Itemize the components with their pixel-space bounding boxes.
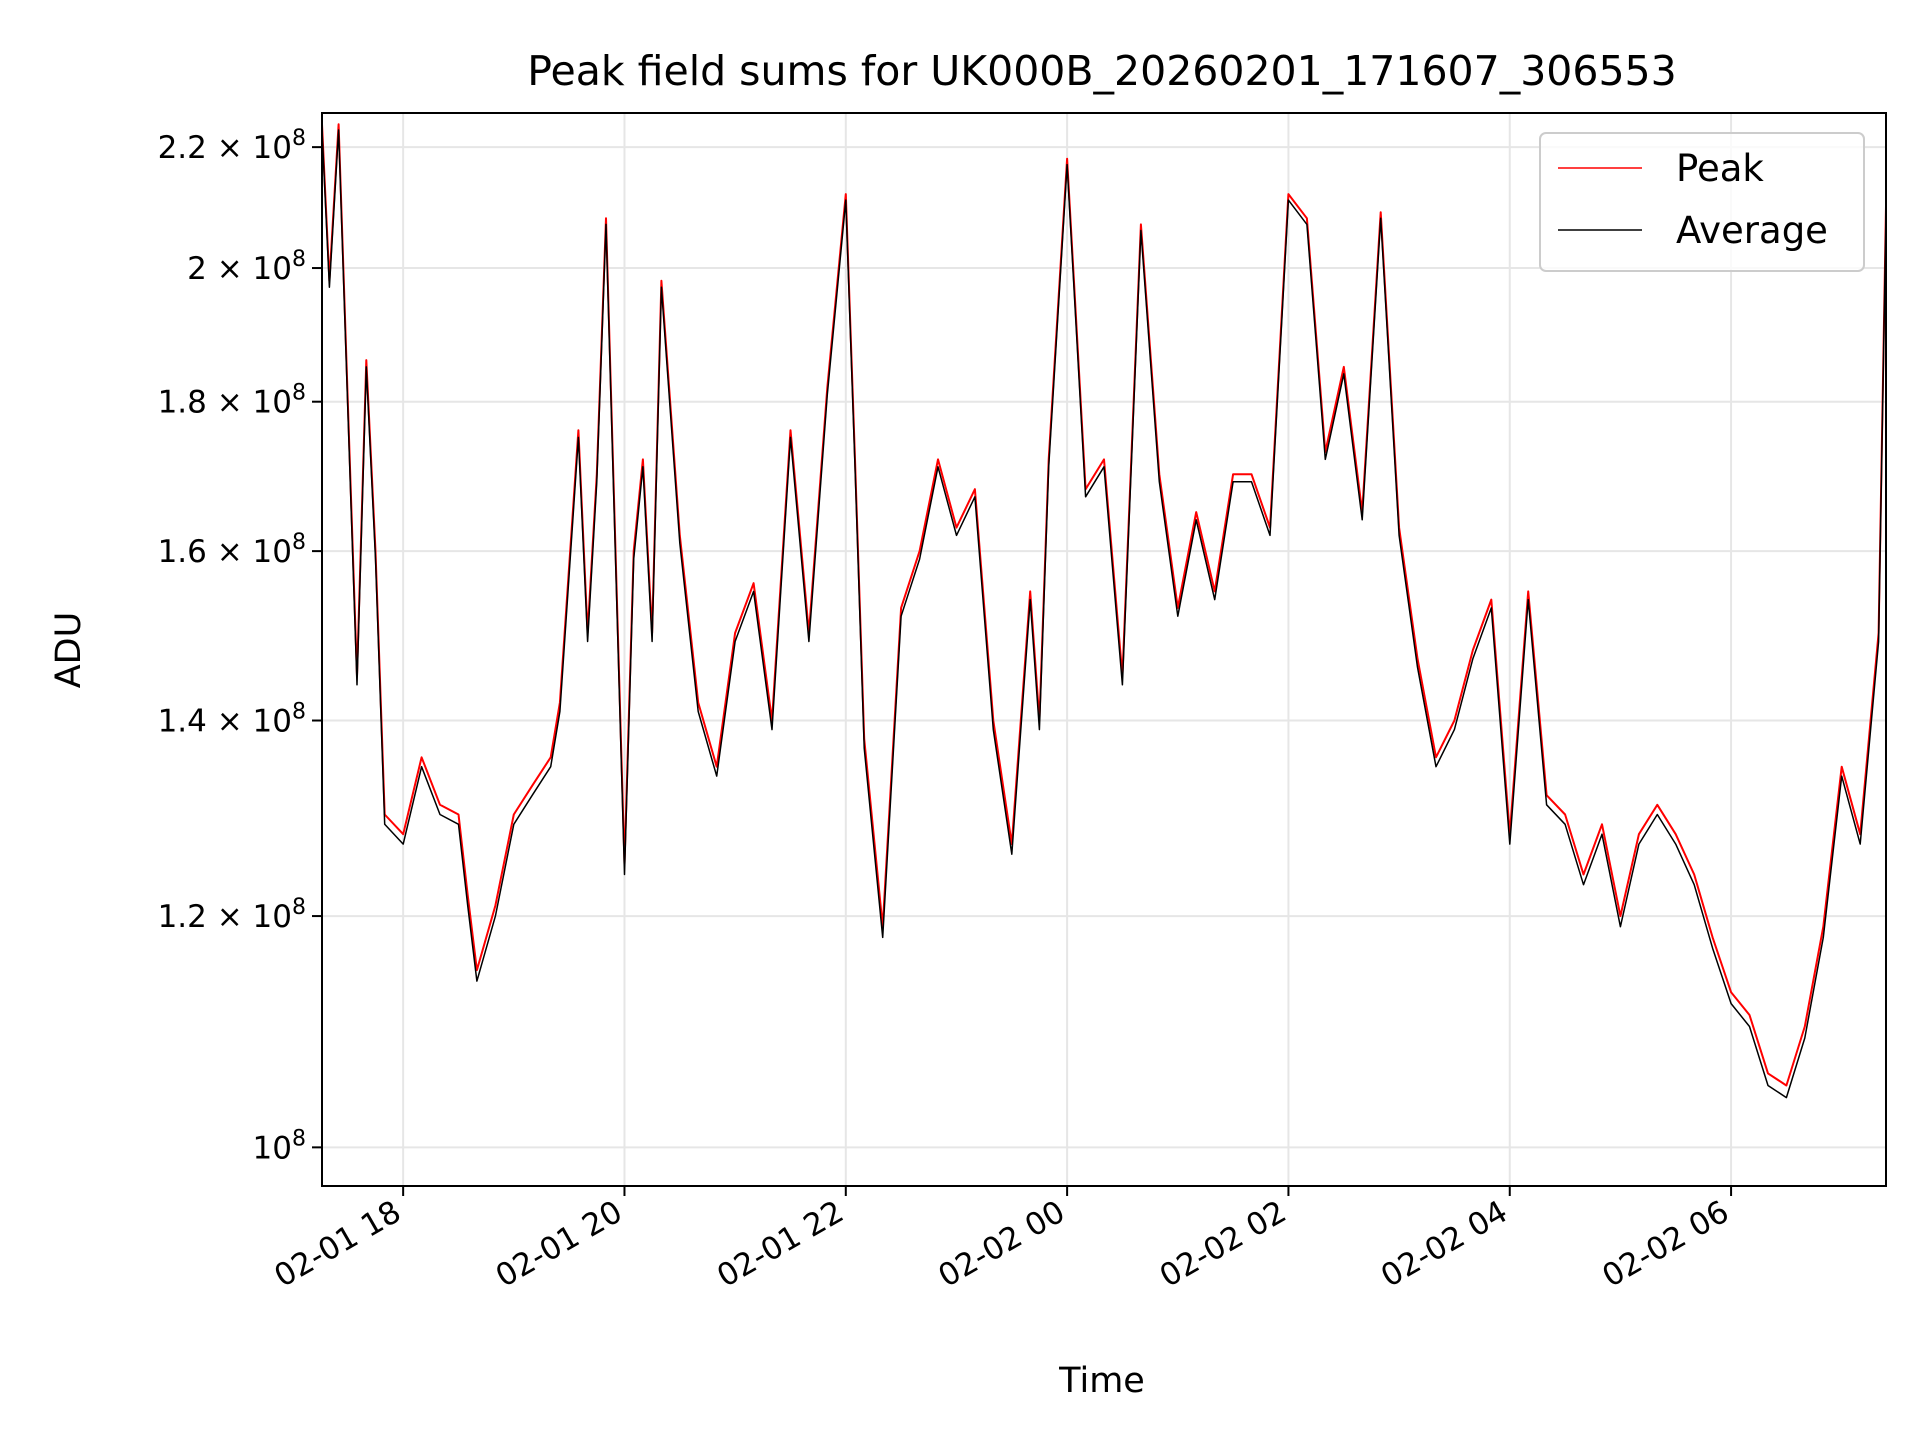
legend-average-label: Average <box>1676 209 1828 252</box>
series-line-average <box>322 129 1886 1099</box>
y-tick-label: 1.6 × 108 <box>158 530 306 570</box>
y-axis-ticks: 108 1.2 × 108 1.4 × 108 1.6 × 108 1.8 × 108 2… <box>158 126 322 1166</box>
legend-peak-label: Peak <box>1676 147 1764 190</box>
plot-frame <box>321 112 1887 1187</box>
grid <box>322 113 1886 1186</box>
y-tick-label: 108 <box>253 1126 306 1166</box>
y-tick-label: 1.8 × 108 <box>158 381 306 421</box>
y-axis-label: ADU <box>49 612 89 689</box>
y-tick-label: 2.2 × 108 <box>158 126 306 166</box>
y-tick-label: 1.4 × 108 <box>158 700 306 740</box>
y-tick-label: 2 × 108 <box>187 247 306 287</box>
y-tick-label: 1.2 × 108 <box>158 895 306 935</box>
x-axis-label: Time <box>1058 1361 1145 1401</box>
plot-area <box>322 123 1886 1099</box>
legend: Peak Average <box>1539 132 1865 272</box>
chart-title: Peak field sums for UK000B_20260201_1716… <box>527 47 1676 95</box>
